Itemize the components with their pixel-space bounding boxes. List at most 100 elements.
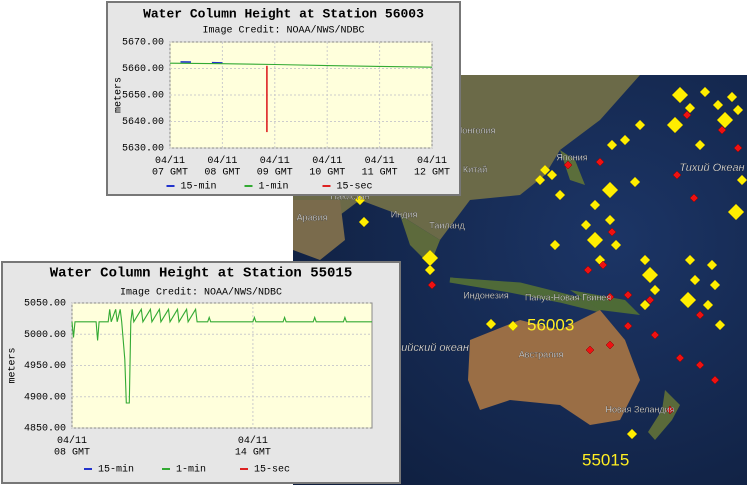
map-label: Тихий Океан bbox=[679, 162, 744, 174]
map-label: Япония bbox=[556, 152, 587, 162]
station-marker bbox=[546, 169, 558, 181]
station-marker bbox=[604, 214, 616, 226]
x-tick-label: 04/11 07 GMT bbox=[152, 155, 188, 179]
station-marker bbox=[358, 216, 370, 228]
station-marker bbox=[580, 219, 592, 231]
station-marker bbox=[507, 320, 519, 332]
y-axis-label: meters bbox=[114, 77, 125, 113]
map-label: Папуа-Новая Гвинея bbox=[525, 292, 611, 302]
map-label: Монголия bbox=[455, 125, 496, 135]
station-marker bbox=[534, 174, 546, 186]
chart-title: Water Column Height at Station 56003 bbox=[143, 6, 424, 21]
y-tick-label: 4900.00 bbox=[24, 392, 66, 403]
legend-label: 15-min bbox=[181, 181, 217, 193]
y-tick-label: 5660.00 bbox=[122, 64, 164, 75]
station-marker bbox=[679, 291, 697, 309]
y-tick-label: 4950.00 bbox=[24, 361, 66, 372]
y-axis-label: meters bbox=[8, 347, 19, 383]
y-tick-label: 5670.00 bbox=[122, 38, 164, 49]
station-marker bbox=[641, 266, 659, 284]
station-marker bbox=[684, 254, 696, 266]
new-zealand bbox=[648, 390, 680, 440]
station-marker bbox=[699, 86, 711, 98]
station-marker bbox=[714, 319, 726, 331]
map-label: Индонезия bbox=[463, 290, 509, 300]
y-tick-label: 5640.00 bbox=[122, 117, 164, 128]
y-tick-label: 4850.00 bbox=[24, 424, 66, 435]
station-marker bbox=[666, 116, 684, 134]
map-label: дийский океан bbox=[395, 342, 469, 354]
station-marker bbox=[727, 203, 745, 221]
chart-title: Water Column Height at Station 55015 bbox=[50, 266, 352, 282]
station-marker bbox=[682, 110, 692, 120]
station-marker bbox=[589, 199, 601, 211]
y-tick-label: 5650.00 bbox=[122, 91, 164, 102]
station-marker bbox=[726, 91, 738, 103]
station-marker bbox=[717, 125, 727, 135]
station-marker bbox=[607, 227, 617, 237]
y-tick-label: 5050.00 bbox=[24, 299, 66, 310]
station-marker bbox=[598, 260, 608, 270]
station-marker bbox=[605, 340, 615, 350]
station-marker bbox=[610, 239, 622, 251]
map-label: Таиланд bbox=[429, 220, 465, 230]
station-marker bbox=[626, 428, 638, 440]
station-marker bbox=[606, 139, 618, 151]
map-label: Австралия bbox=[519, 349, 564, 359]
station-marker bbox=[563, 160, 573, 170]
station-marker bbox=[639, 254, 651, 266]
station-marker bbox=[645, 295, 655, 305]
station-marker bbox=[424, 264, 436, 276]
station-marker bbox=[702, 299, 714, 311]
series-line bbox=[71, 307, 372, 404]
station-marker bbox=[649, 284, 661, 296]
station-marker bbox=[427, 280, 437, 290]
station-marker bbox=[639, 299, 651, 311]
station-marker bbox=[354, 194, 366, 206]
station-marker bbox=[665, 405, 675, 415]
station-marker bbox=[710, 375, 720, 385]
y-tick-label: 5000.00 bbox=[24, 330, 66, 341]
series-line bbox=[169, 62, 433, 68]
station-marker bbox=[709, 279, 721, 291]
chart: Water Column Height at Station 55015 Imag… bbox=[1, 261, 401, 484]
station-marker bbox=[684, 102, 696, 114]
station-marker bbox=[695, 310, 705, 320]
station-marker bbox=[733, 143, 743, 153]
legend-label: 15-sec bbox=[254, 465, 290, 476]
legend-label: 15-sec bbox=[337, 182, 373, 193]
station-marker bbox=[623, 321, 633, 331]
station-marker bbox=[583, 265, 593, 275]
y-tick-label: 5630.00 bbox=[122, 144, 164, 155]
x-tick-label: 04/11 08 GMT bbox=[204, 155, 240, 179]
station-marker bbox=[689, 193, 699, 203]
station-marker bbox=[634, 119, 646, 131]
chart: Water Column Height at Station 56003 Imag… bbox=[106, 1, 461, 196]
map-label: Индия bbox=[391, 209, 418, 219]
chart-subtitle: Image Credit: NOAA/NWS/NDBC bbox=[120, 287, 282, 299]
map-label: Китай bbox=[463, 164, 487, 174]
australia bbox=[468, 310, 640, 425]
x-tick-label: 04/11 09 GMT bbox=[257, 155, 293, 179]
station-marker bbox=[549, 239, 561, 251]
station-label: 55015 bbox=[582, 450, 629, 469]
legend-label: 15-min bbox=[98, 464, 134, 476]
new-guinea bbox=[570, 290, 640, 315]
map-label: Новая Зеландия bbox=[605, 404, 674, 414]
station-marker bbox=[736, 174, 747, 186]
station-marker bbox=[586, 231, 604, 249]
station-marker bbox=[712, 99, 724, 111]
land bbox=[293, 200, 345, 260]
x-tick-label: 04/11 12 GMT bbox=[414, 155, 450, 179]
station-marker bbox=[585, 345, 595, 355]
station-marker bbox=[623, 290, 633, 300]
station-marker bbox=[695, 360, 705, 370]
station-marker bbox=[619, 134, 631, 146]
map-label: Аравия bbox=[297, 212, 328, 222]
station-marker bbox=[485, 318, 497, 330]
japan bbox=[560, 150, 585, 185]
map-label: Пакистан bbox=[331, 191, 370, 201]
station-marker bbox=[671, 86, 689, 104]
station-marker bbox=[732, 104, 744, 116]
station-marker bbox=[605, 292, 615, 302]
